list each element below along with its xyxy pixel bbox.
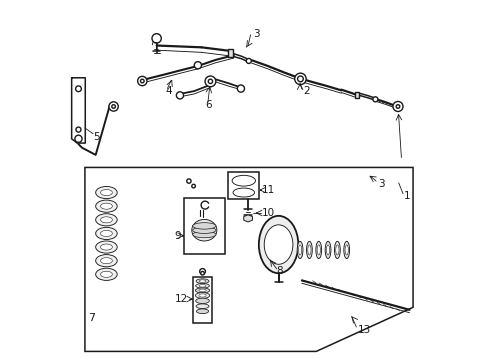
Circle shape (75, 135, 82, 142)
Circle shape (137, 76, 147, 86)
Ellipse shape (195, 293, 209, 298)
Ellipse shape (258, 216, 298, 273)
Circle shape (208, 79, 212, 84)
Text: 9: 9 (174, 231, 180, 240)
Ellipse shape (195, 298, 209, 303)
Text: 6: 6 (204, 100, 211, 110)
Text: 11: 11 (261, 185, 274, 195)
Text: 3: 3 (378, 179, 385, 189)
Polygon shape (243, 215, 252, 222)
Circle shape (372, 97, 377, 102)
Ellipse shape (101, 244, 112, 250)
Circle shape (112, 105, 115, 108)
Ellipse shape (101, 217, 112, 223)
Text: 13: 13 (357, 325, 370, 334)
Ellipse shape (101, 258, 112, 264)
Ellipse shape (192, 223, 216, 229)
Bar (228, 49, 232, 57)
Circle shape (76, 86, 81, 92)
Ellipse shape (199, 289, 206, 292)
Bar (354, 92, 359, 98)
Ellipse shape (96, 268, 117, 280)
Ellipse shape (101, 271, 112, 277)
Ellipse shape (96, 227, 117, 239)
Polygon shape (85, 167, 412, 351)
Ellipse shape (232, 175, 255, 186)
Circle shape (140, 79, 144, 83)
Ellipse shape (233, 188, 254, 197)
Circle shape (246, 58, 251, 63)
Ellipse shape (191, 220, 217, 241)
Ellipse shape (101, 203, 112, 209)
Text: 4: 4 (165, 86, 172, 96)
Circle shape (199, 269, 205, 274)
Ellipse shape (96, 186, 117, 199)
Ellipse shape (326, 245, 329, 255)
Ellipse shape (196, 304, 208, 309)
Circle shape (204, 76, 215, 87)
Ellipse shape (101, 189, 112, 195)
Text: 3: 3 (253, 29, 259, 39)
Ellipse shape (298, 245, 301, 255)
Ellipse shape (199, 294, 206, 297)
Ellipse shape (196, 279, 208, 283)
Circle shape (191, 184, 195, 188)
Ellipse shape (195, 283, 209, 288)
Circle shape (186, 179, 191, 183)
Ellipse shape (306, 241, 312, 258)
Circle shape (109, 102, 118, 111)
Text: 1: 1 (403, 191, 410, 201)
Ellipse shape (345, 245, 347, 255)
Circle shape (392, 102, 402, 112)
Ellipse shape (334, 241, 340, 258)
Ellipse shape (199, 284, 205, 287)
Ellipse shape (195, 288, 209, 293)
Ellipse shape (325, 241, 330, 258)
Text: 12: 12 (175, 294, 188, 304)
Circle shape (176, 92, 183, 99)
Bar (228, 172, 258, 199)
Ellipse shape (192, 227, 216, 233)
Circle shape (294, 73, 305, 85)
Ellipse shape (315, 241, 321, 258)
Circle shape (395, 105, 399, 108)
Text: 10: 10 (261, 208, 274, 218)
Ellipse shape (307, 245, 310, 255)
Bar (192, 277, 212, 323)
Bar (183, 198, 224, 253)
Circle shape (237, 85, 244, 92)
Ellipse shape (96, 200, 117, 212)
Text: 5: 5 (93, 132, 100, 142)
Ellipse shape (101, 230, 112, 237)
Circle shape (194, 62, 201, 69)
Ellipse shape (192, 231, 216, 238)
Text: 8: 8 (275, 266, 282, 276)
Circle shape (201, 271, 204, 275)
Circle shape (76, 127, 81, 132)
Circle shape (297, 76, 303, 82)
Ellipse shape (196, 309, 208, 314)
Ellipse shape (96, 255, 117, 267)
Ellipse shape (297, 241, 303, 258)
Circle shape (152, 34, 161, 43)
Ellipse shape (264, 225, 292, 264)
Ellipse shape (96, 214, 117, 226)
Ellipse shape (317, 245, 320, 255)
Ellipse shape (199, 280, 205, 282)
Text: 7: 7 (88, 313, 95, 323)
Text: 2: 2 (303, 86, 310, 96)
Ellipse shape (335, 245, 338, 255)
Ellipse shape (96, 241, 117, 253)
Ellipse shape (343, 241, 349, 258)
Text: 1: 1 (152, 42, 159, 52)
